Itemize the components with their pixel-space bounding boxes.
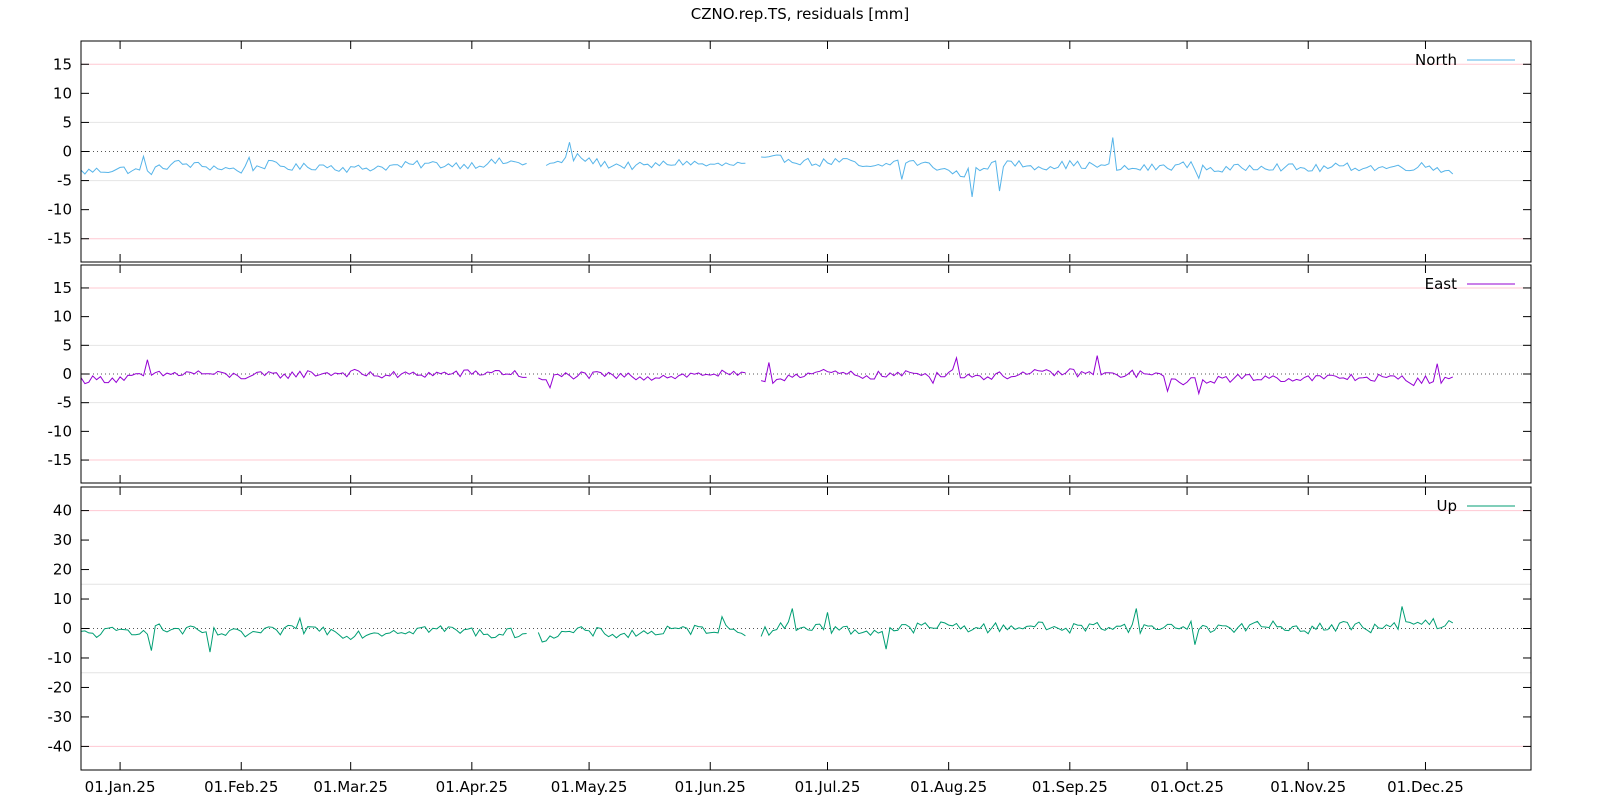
panel-east: 15 10 5 0 -5 -10 -15 East <box>48 264 1532 484</box>
x-tick-label: 01.Aug.25 <box>910 778 987 796</box>
y-tick-label: 20 <box>53 561 72 579</box>
y-tick-label: -15 <box>48 451 73 469</box>
panel-north: 15 10 5 0 -5 -10 -15 North <box>48 40 1532 263</box>
y-tick-label: 0 <box>62 143 72 161</box>
chart-panels: 15 10 5 0 -5 -10 -15 North 15 10 5 0 -5 -10 -15 East 40 3… <box>48 40 1532 796</box>
legend-label-east: East <box>1425 275 1457 293</box>
x-tick-label: 01.Feb.25 <box>204 778 278 796</box>
x-tick-label: 01.Oct.25 <box>1150 778 1224 796</box>
y-tick-label: 15 <box>53 279 72 297</box>
series-line-east <box>538 369 746 390</box>
y-tick-label: 30 <box>53 531 72 549</box>
panel-up: 40 30 20 10 0 -10 -20 -30 -40 Up <box>48 486 1532 771</box>
y-tick-label: 0 <box>62 620 72 638</box>
y-tick-label: -5 <box>57 172 72 190</box>
y-tick-label: 15 <box>53 55 72 73</box>
series-line-north <box>545 142 746 171</box>
x-tick-label: 01.Apr.25 <box>436 778 508 796</box>
series-line-north <box>80 154 527 176</box>
y-tick-label: -10 <box>48 422 73 440</box>
y-tick-label: -40 <box>48 737 73 755</box>
x-tick-label: 01.May.25 <box>551 778 628 796</box>
x-tick-label: 01.Jun.25 <box>675 778 746 796</box>
y-tick-label: -30 <box>48 708 73 726</box>
y-tick-label: 0 <box>62 365 72 383</box>
x-tick-label: 01.Jul.25 <box>795 778 861 796</box>
y-tick-label: 5 <box>62 336 72 354</box>
y-tick-label: -10 <box>48 201 73 219</box>
legend-label-up: Up <box>1436 497 1457 515</box>
x-tick-label: 01.Dec.25 <box>1387 778 1464 796</box>
series-line-east <box>80 359 527 385</box>
y-tick-label: 10 <box>53 84 72 102</box>
y-tick-label: 5 <box>62 113 72 131</box>
series-line-up <box>80 616 527 653</box>
series-line-east <box>760 355 1454 396</box>
y-tick-label: 40 <box>53 502 72 520</box>
x-tick-label: 01.Sep.25 <box>1032 778 1108 796</box>
y-tick-label: -5 <box>57 394 72 412</box>
x-tick-label: 01.Jan.25 <box>85 778 156 796</box>
series-line-north <box>761 137 1454 197</box>
legend-label-north: North <box>1415 51 1457 69</box>
y-tick-label: 10 <box>53 308 72 326</box>
series-line-up <box>760 606 1454 650</box>
y-tick-label: -10 <box>48 649 73 667</box>
series-line-up <box>537 615 746 643</box>
y-tick-label: -15 <box>48 230 73 248</box>
y-tick-label: 10 <box>53 590 72 608</box>
x-tick-label: 01.Nov.25 <box>1270 778 1346 796</box>
chart-title: CZNO.rep.TS, residuals [mm] <box>691 5 909 23</box>
x-tick-label: 01.Mar.25 <box>313 778 388 796</box>
y-tick-label: -20 <box>48 678 73 696</box>
